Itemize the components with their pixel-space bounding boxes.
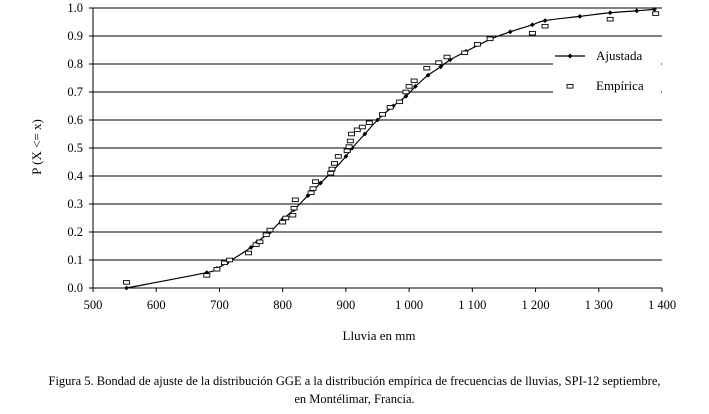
x-tick-label-4: 900 (337, 298, 356, 312)
ajustada-point-30 (652, 7, 657, 12)
empirica-point-13 (290, 205, 298, 211)
x-tick-label-2: 700 (210, 298, 229, 312)
empirica-point-37 (443, 54, 451, 60)
empirica-point-15 (307, 190, 315, 196)
ajustada-point-14 (362, 131, 368, 137)
empirica-point-10 (279, 219, 287, 225)
y-tick-label-0: 0.0 (67, 281, 83, 295)
y-axis-title: P (X <= x) (29, 119, 44, 175)
legend-ajustada-label: Ajustada (596, 48, 642, 63)
empirica-point-32 (402, 89, 410, 95)
empirica-point-42 (541, 23, 549, 29)
empirica-point-16 (309, 186, 317, 191)
empirica-point-28 (365, 120, 373, 126)
empirica-point-23 (345, 144, 353, 149)
ajustada-point-15 (375, 117, 380, 123)
empirica-point-31 (396, 99, 404, 105)
empirica-point-43 (606, 16, 614, 22)
chart: 500 600 700 800 900 1 000 1 100 1 200 1 300 1 400… (29, 1, 676, 343)
x-tick-label-7: 1 200 (521, 298, 549, 312)
empirica-point-19 (328, 166, 336, 172)
ajustada-point-19 (425, 72, 431, 78)
empirica-point-5 (245, 250, 252, 256)
empirica-point-26 (353, 127, 361, 133)
x-tick-label-5: 1 000 (395, 298, 423, 312)
caption-line-2: en Montélimar, Francia. (294, 392, 415, 406)
empirica-point-34 (410, 78, 418, 84)
empirica-point-33 (405, 84, 413, 89)
ajustada-point-28 (607, 10, 613, 16)
ajustada-point-4 (248, 245, 254, 250)
figure-caption: Figura 5. Bondad de ajuste de la distrib… (0, 372, 709, 408)
y-tick-labels: 0.0 0.1 0.2 0.3 0.4 0.5 0.6 0.7 0.8 0.9 1.0 (67, 1, 93, 295)
empirica-point-27 (358, 124, 366, 130)
ajustada-point-17 (403, 93, 409, 99)
ajustada-point-20 (438, 64, 444, 70)
empirica-point-7 (256, 239, 264, 245)
ajustada-point-24 (507, 29, 513, 35)
y-tick-label-8: 0.8 (67, 57, 83, 71)
empirica-point-39 (473, 42, 481, 47)
legend-ajustada-marker (567, 53, 573, 59)
caption-line-1: Figura 5. Bondad de ajuste de la distrib… (48, 374, 661, 388)
legend: Ajustada Empírica (553, 44, 661, 96)
empirica-point-22 (343, 148, 351, 154)
x-tick-label-1: 600 (147, 298, 166, 312)
y-gridlines (93, 7, 662, 289)
y-tick-label-6: 0.6 (67, 113, 83, 127)
series-empirica (123, 11, 660, 285)
empirica-point-12 (289, 212, 297, 218)
empirica-point-44 (652, 11, 660, 16)
empirica-point-4 (226, 257, 234, 263)
empirica-point-40 (486, 36, 494, 42)
empirica-point-6 (252, 242, 260, 247)
empirica-point-17 (312, 179, 319, 184)
ajustada-point-27 (577, 14, 583, 19)
empirica-point-0 (123, 280, 130, 285)
empirica-point-41 (528, 30, 536, 36)
y-tick-label-1: 0.1 (67, 253, 83, 267)
y-tick-label-10: 1.0 (67, 1, 83, 15)
x-tick-labels: 500 600 700 800 900 1 000 1 100 1 200 1 300 1 400 (84, 288, 676, 312)
y-tick-label-9: 0.9 (67, 29, 83, 43)
y-tick-label-4: 0.4 (67, 169, 83, 183)
empirica-point-38 (461, 50, 469, 56)
empirica-point-9 (266, 227, 274, 233)
ajustada-point-18 (413, 84, 418, 89)
legend-empirica-label: Empírica (596, 78, 644, 93)
empirica-point-35 (423, 65, 431, 71)
empirica-point-21 (334, 154, 342, 159)
x-tick-label-0: 500 (84, 298, 103, 312)
y-tick-label-7: 0.7 (67, 85, 83, 99)
ajustada-point-25 (529, 22, 535, 28)
empirica-point-29 (379, 112, 387, 117)
empirica-point-8 (262, 232, 270, 238)
y-tick-label-3: 0.3 (67, 197, 83, 211)
empirica-point-2 (213, 266, 221, 272)
empirica-point-36 (435, 60, 443, 65)
ajustada-point-12 (343, 154, 349, 159)
y-tick-label-5: 0.5 (67, 141, 83, 155)
x-tick-label-3: 800 (273, 298, 292, 312)
x-tick-label-8: 1 300 (585, 298, 613, 312)
empirica-point-20 (331, 161, 338, 166)
empirica-point-3 (221, 260, 228, 266)
empirica-point-14 (291, 197, 299, 203)
ajustada-point-10 (318, 180, 323, 186)
empirica-point-18 (327, 170, 335, 176)
empirica-point-11 (282, 215, 290, 221)
x-axis-title: Lluvia en mm (343, 328, 416, 343)
y-tick-label-2: 0.2 (67, 225, 83, 239)
ajustada-point-29 (634, 8, 640, 14)
empirica-point-30 (386, 105, 394, 110)
x-tick-label-9: 1 400 (648, 298, 676, 312)
x-tick-label-6: 1 100 (458, 298, 486, 312)
empirica-point-25 (348, 131, 356, 137)
empirica-point-24 (346, 138, 354, 144)
ajustada-point-0 (124, 285, 129, 291)
ajustada-point-26 (542, 18, 548, 23)
empirica-point-1 (203, 273, 211, 278)
legend-empirica-marker (566, 84, 574, 89)
